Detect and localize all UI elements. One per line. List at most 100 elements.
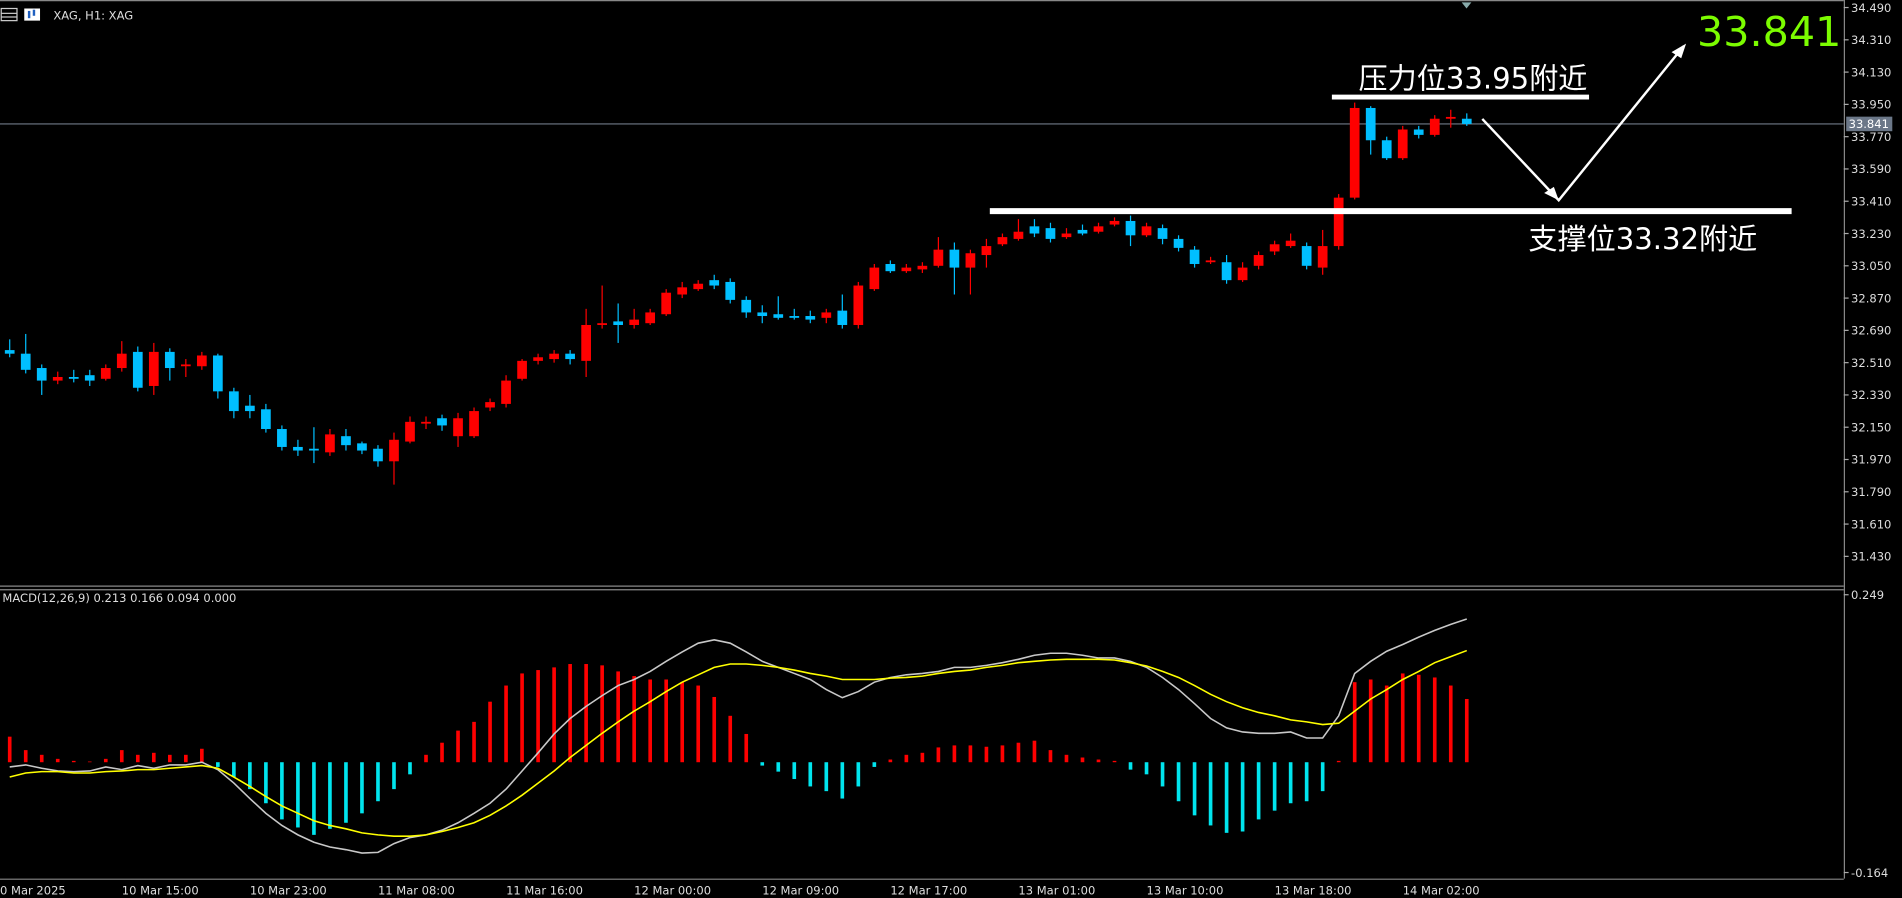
candle-body: [469, 411, 479, 437]
candle-body: [213, 355, 223, 392]
candle-body: [709, 280, 720, 286]
histogram-bar: [1448, 685, 1453, 763]
histogram-bar: [616, 671, 620, 763]
histogram-bar: [328, 762, 332, 829]
histogram-bar: [744, 733, 749, 763]
histogram-bar: [488, 701, 492, 763]
histogram-bar: [536, 670, 540, 763]
histogram-bar: [824, 762, 829, 792]
candle-body: [1045, 228, 1056, 239]
histogram-bar: [312, 762, 316, 835]
candle-body: [1365, 107, 1376, 141]
candle-body: [549, 353, 559, 360]
histogram-bar: [168, 754, 172, 763]
histogram-bar: [1224, 762, 1229, 833]
support-label: 支撑位33.32附近: [1528, 222, 1757, 256]
histogram-bar: [280, 762, 284, 820]
histogram-bar: [1176, 762, 1181, 802]
y-tick-label: 33.590: [1851, 162, 1891, 176]
histogram-bar: [1032, 740, 1037, 763]
histogram-bar: [232, 762, 236, 778]
candle-body: [52, 377, 63, 381]
histogram-bar: [1384, 685, 1389, 763]
y-tick-label: 32.870: [1851, 291, 1891, 305]
histogram-bar: [712, 696, 717, 763]
histogram-bar: [1048, 750, 1053, 763]
histogram-bar: [776, 762, 781, 772]
histogram-bar: [968, 745, 973, 763]
candle-body: [84, 375, 95, 381]
big-price-label: 33.841: [1697, 8, 1841, 56]
y-tick-label: 33.770: [1851, 130, 1891, 144]
candle-body: [1317, 246, 1328, 268]
candle-body: [1253, 255, 1264, 266]
histogram-bar: [1416, 674, 1421, 763]
candle-body: [132, 351, 143, 388]
candle-body: [1141, 226, 1152, 236]
y-tick-label: -0.164: [1851, 866, 1888, 880]
histogram-bar: [1272, 762, 1277, 811]
histogram-bar: [840, 762, 845, 799]
histogram-bar: [1112, 760, 1117, 763]
candle-body: [949, 249, 960, 268]
y-tick-label: 33.230: [1851, 227, 1891, 241]
histogram-bar: [648, 679, 652, 763]
x-tick-label: 12 Mar 17:00: [890, 883, 967, 897]
candle-body: [661, 292, 672, 315]
candle-body: [1109, 220, 1120, 225]
candle-body: [1093, 226, 1104, 232]
candle-body: [997, 237, 1008, 245]
candle-body: [148, 351, 159, 386]
histogram-bar: [216, 762, 220, 767]
y-tick-label: 31.790: [1851, 485, 1891, 499]
candle-body: [180, 364, 191, 367]
candle-body: [1349, 107, 1360, 198]
y-tick-label: 31.970: [1851, 453, 1891, 467]
y-tick-label: 32.150: [1851, 420, 1891, 434]
candle-body: [821, 312, 832, 318]
candle-body: [1285, 240, 1296, 247]
candle-body: [1061, 233, 1072, 238]
candle-body: [1333, 197, 1344, 247]
candle-body: [1029, 226, 1040, 234]
candle-body: [725, 281, 736, 300]
candle-body: [485, 402, 495, 408]
candle-body: [20, 353, 31, 370]
histogram-bar: [360, 762, 364, 814]
candle-body: [196, 355, 207, 367]
last-price-badge: [1846, 116, 1893, 132]
candle-body: [901, 267, 912, 272]
y-tick-label: 34.310: [1851, 33, 1891, 47]
histogram-bar: [1064, 754, 1069, 763]
candle-body: [837, 310, 848, 325]
histogram-bar: [552, 667, 556, 763]
histogram-bar: [472, 721, 476, 763]
histogram-bar: [1080, 757, 1085, 763]
candle-body: [1221, 262, 1232, 281]
histogram-bar: [1096, 759, 1101, 763]
histogram-bar: [680, 682, 685, 763]
arrow-head: [1544, 186, 1559, 201]
histogram-bar: [424, 754, 428, 763]
histogram-bar: [55, 758, 60, 763]
histogram-bar: [696, 685, 701, 763]
candle-body: [613, 321, 624, 325]
candle-body: [1413, 129, 1424, 135]
histogram-bar: [264, 762, 268, 804]
histogram-bar: [296, 762, 300, 828]
histogram-bar: [1000, 745, 1005, 763]
y-tick-label: 31.430: [1851, 550, 1891, 564]
candle-body: [325, 434, 335, 453]
candle-body: [1237, 267, 1248, 281]
histogram-bar: [1400, 673, 1405, 763]
candle-body: [1445, 116, 1456, 119]
indicator-title: MACD(12,26,9) 0.213 0.166 0.094 0.000: [2, 591, 236, 605]
candle-body: [741, 299, 752, 313]
histogram-bar: [1320, 762, 1325, 792]
candle-body: [693, 283, 704, 290]
y-tick-label: 33.050: [1851, 259, 1891, 273]
histogram-bar: [600, 665, 604, 763]
candle-body: [1301, 246, 1312, 266]
